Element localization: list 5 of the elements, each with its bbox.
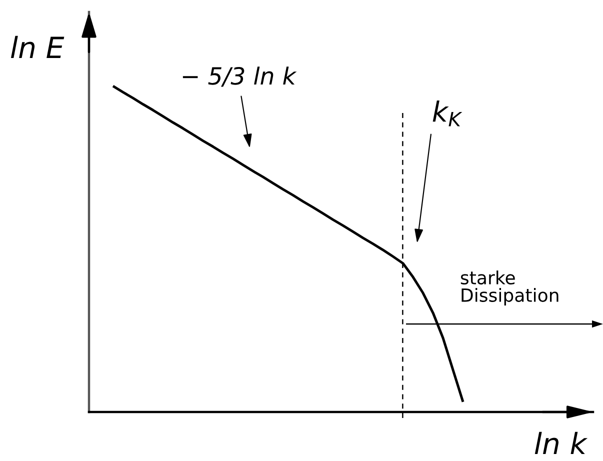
annotation: starke Dissipation bbox=[460, 270, 558, 306]
annotation: k$_{K}$ bbox=[432, 100, 462, 126]
annotation: − 5/3 ln k bbox=[182, 66, 297, 87]
y-axis-title: ln E bbox=[10, 36, 64, 58]
x-axis-title: ln k bbox=[534, 432, 588, 454]
